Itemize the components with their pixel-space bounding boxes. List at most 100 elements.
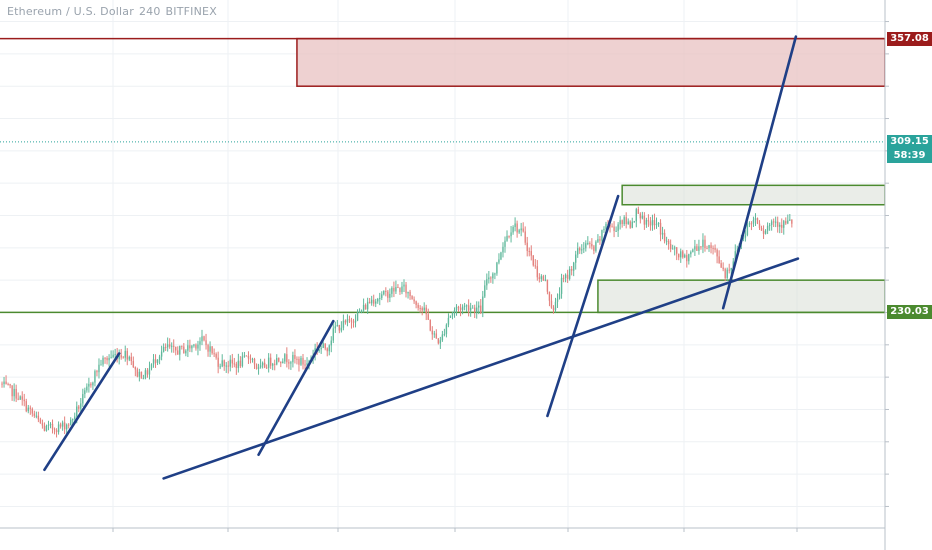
candle-body [746,224,749,235]
candle-body [694,246,696,250]
candle-body [201,336,203,342]
candle-body [490,277,492,279]
candle-body [732,261,734,268]
candle-body [342,320,345,328]
candle-body [443,334,446,336]
candle-body [191,345,193,349]
candle-body [655,223,658,226]
candle-body [138,371,141,377]
candle-body [682,251,684,258]
countdown-tag: 58:39 [887,148,932,163]
candle-body [635,209,637,222]
candle-body [401,286,403,293]
candle-body [629,221,631,228]
candle-body [7,384,9,386]
candle-body [647,220,650,222]
candle-body [540,276,543,279]
candle-body [665,240,668,242]
candle-body [597,239,599,242]
candle-body [381,294,383,298]
candle-body [373,299,375,304]
candle-body [478,305,480,308]
candle-body [179,345,181,355]
candle-body [340,327,343,331]
last-price-tag: 309.15 [887,134,932,149]
candle-body [409,291,411,297]
candle-body [435,333,438,339]
candle-body [269,357,272,366]
candle-body [19,396,21,400]
candle-body [199,341,201,345]
candle-body [544,279,547,281]
candle-body [330,340,332,346]
candle-body [762,230,765,234]
candle-body [546,279,549,292]
candle-body [528,250,530,252]
candle-body [488,277,490,280]
support-price-tag: 230.03 [887,305,932,320]
candle-body [752,219,755,224]
candle-body [570,269,573,271]
candle-body [534,265,536,267]
candle-body [496,262,498,274]
candle-body [47,424,50,426]
candle-body [96,371,98,373]
candle-body [152,359,155,365]
candle-body [463,305,466,307]
candle-body [185,350,187,354]
candle-body [506,235,508,241]
candle-body [43,425,46,431]
candle-body [603,228,605,231]
price-axis-background [885,0,932,550]
candle-body [587,242,589,244]
candle-body [566,274,569,279]
candle-body [282,361,284,364]
candle-body [437,338,440,344]
candle-body [104,357,106,359]
candle-body [431,330,433,335]
candle-body [45,425,48,431]
candle-body [102,357,104,365]
candle-body [1,383,3,385]
candle-body [579,248,581,251]
candle-body [72,419,74,421]
candle-body [292,354,294,363]
candle-body [522,228,524,232]
candle-body [698,246,700,251]
candle-body [447,317,450,325]
candle-body [130,356,132,362]
candle-body [439,340,442,344]
candle-body [318,349,320,352]
candle-body [486,279,488,286]
candle-body [595,241,597,251]
candle-body [518,230,520,233]
candle-body [605,223,607,229]
candle-body [593,246,595,251]
candle-body [241,356,244,367]
candle-body [59,424,62,427]
impulse-trendline [43,352,121,472]
candle-body [754,218,757,220]
candle-body [643,215,646,225]
candle-body [267,357,270,368]
candle-body [112,354,114,358]
candle-body [41,423,44,426]
candle-body [251,358,254,360]
candle-body [51,423,54,429]
candle-body [774,221,777,223]
candle-body [791,219,793,224]
candle-body [5,381,7,385]
candle-body [284,354,286,362]
candle-body [338,325,341,331]
candle-body [11,385,13,397]
candle-body [166,344,169,348]
candle-body [352,321,355,323]
candle-body [88,383,90,387]
candle-body [653,220,656,226]
candle-body [413,299,415,302]
candle-body [148,368,151,375]
candle-body [508,235,510,237]
